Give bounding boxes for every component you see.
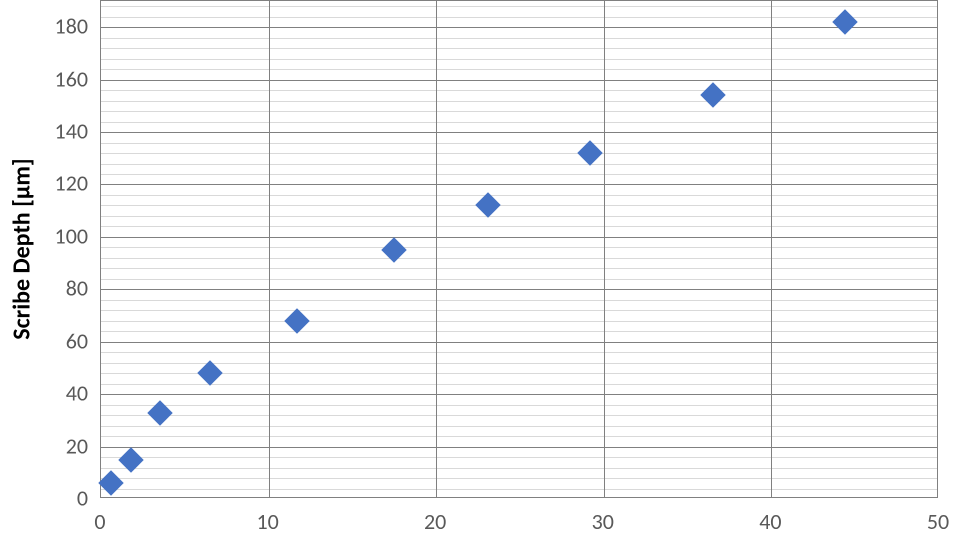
gridline-major [101, 237, 937, 238]
y-tick-label: 80 [66, 275, 88, 302]
gridline-minor [101, 111, 937, 112]
gridline-major [269, 1, 270, 497]
gridline-major [101, 184, 937, 185]
gridline-major [101, 394, 937, 395]
y-tick-label: 120 [55, 170, 88, 197]
data-point [700, 83, 725, 108]
gridline-minor [101, 426, 937, 427]
gridline-minor [101, 6, 937, 7]
chart-container: Scribe Depth [µm] 0 10 20 30 40 50 0 20 40 60 80 10… [0, 0, 960, 540]
gridline-minor [101, 195, 937, 196]
data-point [147, 400, 172, 425]
data-point [284, 308, 309, 333]
gridline-minor [101, 405, 937, 406]
data-point [475, 193, 500, 218]
gridline-minor [101, 122, 937, 123]
gridline-minor [101, 363, 937, 364]
data-point [98, 471, 123, 496]
y-tick-label: 100 [55, 222, 88, 249]
gridline-minor [101, 143, 937, 144]
plot-area [100, 0, 938, 498]
data-point [578, 140, 603, 165]
gridline-minor [101, 373, 937, 374]
gridline-minor [101, 300, 937, 301]
gridline-minor [101, 489, 937, 490]
gridline-minor [101, 164, 937, 165]
data-point [118, 447, 143, 472]
gridline-minor [101, 310, 937, 311]
y-tick-label: 140 [55, 118, 88, 145]
x-tick-label: 10 [256, 508, 278, 535]
gridline-minor [101, 258, 937, 259]
gridline-minor [101, 415, 937, 416]
gridline-major [101, 447, 937, 448]
y-tick-label: 60 [66, 327, 88, 354]
gridline-minor [101, 174, 937, 175]
gridline-minor [101, 279, 937, 280]
y-tick-label: 160 [55, 65, 88, 92]
gridline-major [101, 342, 937, 343]
gridline-minor [101, 48, 937, 49]
gridline-minor [101, 468, 937, 469]
gridline-minor [101, 478, 937, 479]
gridline-minor [101, 38, 937, 39]
gridline-major [436, 1, 437, 497]
data-point [382, 237, 407, 262]
gridline-minor [101, 321, 937, 322]
gridline-minor [101, 331, 937, 332]
gridline-minor [101, 226, 937, 227]
gridline-major [771, 1, 772, 497]
x-tick-label: 20 [424, 508, 446, 535]
gridline-minor [101, 384, 937, 385]
y-tick-label: 180 [55, 13, 88, 40]
gridline-major [101, 80, 937, 81]
gridline-minor [101, 153, 937, 154]
gridline-major [101, 289, 937, 290]
data-point [197, 360, 222, 385]
y-tick-label: 20 [66, 432, 88, 459]
gridline-minor [101, 247, 937, 248]
gridline-minor [101, 59, 937, 60]
y-axis-title: Scribe Depth [µm] [8, 158, 37, 339]
data-point [832, 9, 857, 34]
gridline-minor [101, 101, 937, 102]
gridline-minor [101, 69, 937, 70]
gridline-minor [101, 268, 937, 269]
gridline-major [101, 132, 937, 133]
x-tick-label: 0 [94, 508, 105, 535]
gridline-minor [101, 436, 937, 437]
gridline-minor [101, 17, 937, 18]
gridline-minor [101, 457, 937, 458]
gridline-minor [101, 205, 937, 206]
x-tick-label: 50 [927, 508, 949, 535]
x-tick-label: 30 [592, 508, 614, 535]
gridline-major [604, 1, 605, 497]
gridline-minor [101, 216, 937, 217]
gridline-minor [101, 90, 937, 91]
gridline-minor [101, 352, 937, 353]
x-tick-label: 40 [759, 508, 781, 535]
y-tick-label: 40 [66, 380, 88, 407]
gridline-major [101, 27, 937, 28]
y-tick-label: 0 [77, 485, 88, 512]
